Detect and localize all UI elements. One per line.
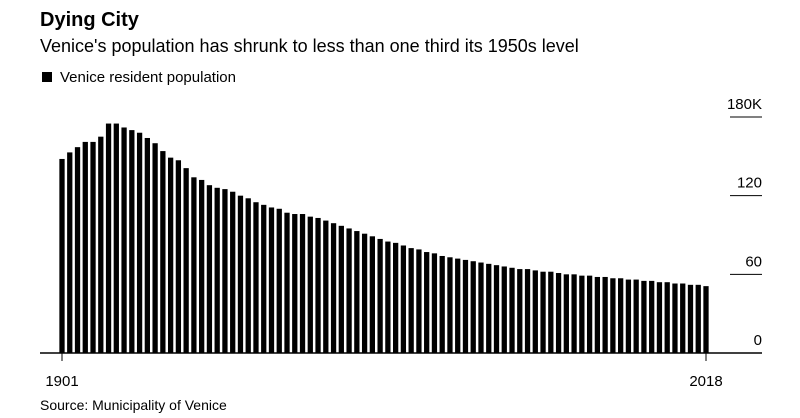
bar <box>447 257 453 353</box>
bar <box>206 185 213 353</box>
bar <box>59 158 65 353</box>
bar <box>695 284 701 353</box>
bar <box>664 282 670 353</box>
bar <box>377 238 383 353</box>
bar <box>649 280 655 353</box>
bar <box>222 189 228 353</box>
bar <box>323 220 329 353</box>
bar <box>361 233 368 353</box>
bar <box>330 223 337 353</box>
bar <box>346 228 352 353</box>
bar <box>129 130 135 353</box>
bar <box>532 270 538 353</box>
bar <box>67 152 73 353</box>
bar <box>641 280 647 353</box>
bar <box>610 278 616 353</box>
bar <box>555 273 562 353</box>
x-tick-label: 2018 <box>689 373 722 390</box>
bar <box>191 177 197 353</box>
bar <box>276 208 282 353</box>
bar <box>439 255 445 353</box>
bar <box>105 123 112 353</box>
x-tick-label: 1901 <box>45 373 78 390</box>
y-tick-label: 0 <box>754 332 762 349</box>
bar <box>393 242 399 353</box>
bar <box>431 253 438 353</box>
bar <box>261 204 267 353</box>
bar <box>315 217 321 353</box>
bar <box>524 269 531 353</box>
bar <box>703 286 709 353</box>
bar <box>586 275 593 353</box>
bar <box>136 132 143 353</box>
bar <box>462 259 469 353</box>
bar <box>307 216 313 353</box>
y-tick-label: 180K <box>727 96 762 113</box>
bar <box>369 236 375 353</box>
bar <box>680 283 686 353</box>
chart-title: Dying City <box>40 9 140 31</box>
bar <box>299 214 306 353</box>
bar <box>183 168 189 353</box>
bar <box>230 191 236 353</box>
legend-swatch <box>42 72 52 82</box>
bar <box>253 202 259 353</box>
y-tick-label: 120 <box>737 175 762 192</box>
bar <box>548 271 554 353</box>
bar <box>385 241 391 353</box>
bar <box>121 127 127 353</box>
bar <box>292 214 298 353</box>
y-tick-label: 60 <box>745 253 762 270</box>
bar <box>82 141 88 353</box>
bar <box>656 282 663 353</box>
bar <box>517 269 523 353</box>
bar <box>214 187 220 353</box>
bar <box>625 279 632 353</box>
bar <box>268 207 275 353</box>
bar <box>416 249 422 353</box>
bar <box>424 252 430 353</box>
bar <box>152 143 158 353</box>
bar <box>144 137 150 353</box>
bar <box>338 225 344 353</box>
source: Source: Municipality of Venice <box>40 397 227 413</box>
bar <box>672 283 678 353</box>
bar <box>175 160 182 353</box>
bar <box>284 212 290 353</box>
bar <box>509 267 515 353</box>
bar <box>602 276 608 353</box>
bar <box>563 274 569 353</box>
bar <box>594 276 601 353</box>
bar <box>237 195 244 353</box>
bar <box>90 141 96 353</box>
bar <box>167 157 174 353</box>
bar <box>245 198 251 353</box>
bar <box>478 262 484 353</box>
bar <box>571 274 577 353</box>
bar <box>486 263 492 353</box>
bar <box>455 258 461 353</box>
legend-label: Venice resident population <box>60 69 236 86</box>
bar <box>579 275 585 353</box>
bar <box>633 279 639 353</box>
bar <box>618 278 624 353</box>
bar <box>408 248 414 353</box>
bar <box>160 151 166 353</box>
chart-subtitle: Venice's population has shrunk to less t… <box>40 36 579 56</box>
bar <box>98 136 104 353</box>
bar <box>470 261 476 353</box>
bar <box>540 271 546 353</box>
bar <box>687 284 694 353</box>
bar <box>501 266 507 353</box>
bar <box>354 231 360 353</box>
bar <box>199 179 205 353</box>
bar <box>400 245 407 353</box>
bar <box>113 123 119 353</box>
bar <box>74 147 81 353</box>
bar <box>493 265 500 353</box>
